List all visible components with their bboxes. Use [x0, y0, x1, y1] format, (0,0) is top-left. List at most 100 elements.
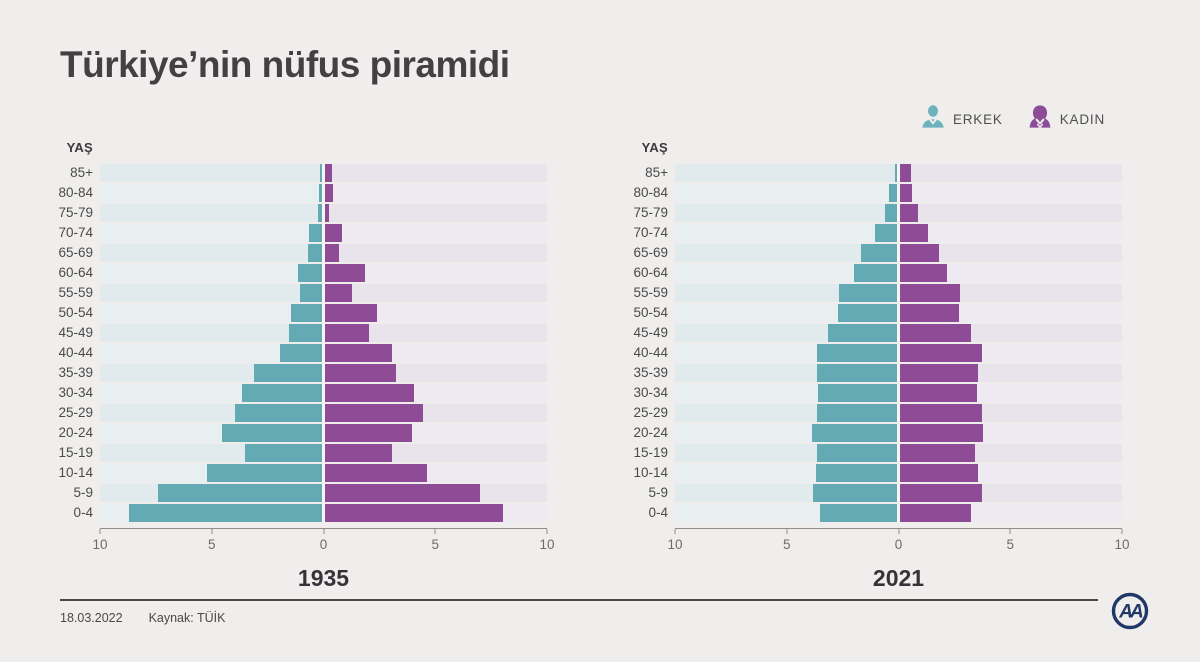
female-side-stripe — [325, 224, 547, 242]
male-bar — [874, 224, 897, 242]
center-divider — [322, 264, 325, 282]
age-group-label: 25-29 — [633, 405, 668, 420]
legend-item-female: KADIN — [1027, 104, 1105, 135]
axis-tick-label: 10 — [92, 537, 108, 552]
y-axis-title: YAŞ — [66, 140, 93, 155]
pyramid-chart-2021: YAŞ 85+ 80-84 75-79 70-74 65-69 60-64 55-59 50-… — [631, 140, 1129, 592]
male-side-stripe — [100, 404, 322, 422]
male-side-stripe — [675, 364, 897, 382]
male-bar — [245, 444, 322, 462]
pyramid-row: 55-59 — [631, 284, 1122, 304]
male-bar — [157, 484, 322, 502]
female-side-stripe — [325, 344, 547, 362]
male-side-stripe — [100, 304, 322, 322]
pyramid-row: 25-29 — [631, 404, 1122, 424]
male-side-stripe — [100, 344, 322, 362]
male-side-stripe — [100, 364, 322, 382]
male-bar — [318, 184, 322, 202]
male-bar — [853, 264, 897, 282]
pyramid-row: 0-4 — [631, 504, 1122, 524]
female-bar — [900, 444, 976, 462]
male-side-stripe — [675, 284, 897, 302]
pyramid-row: 40-44 — [56, 344, 547, 364]
male-side-stripe — [675, 424, 897, 442]
center-divider — [897, 184, 900, 202]
male-side-stripe — [100, 444, 322, 462]
chart-year-label: 2021 — [872, 565, 925, 591]
age-group-label: 45-49 — [58, 325, 93, 340]
axis-tick — [1009, 529, 1011, 534]
male-side-stripe — [675, 384, 897, 402]
female-side-stripe — [900, 344, 1122, 362]
svg-text:AA: AA — [1118, 602, 1143, 623]
male-side-stripe — [100, 284, 322, 302]
center-divider — [897, 444, 900, 462]
male-side-stripe — [675, 404, 897, 422]
male-bar — [894, 164, 897, 182]
female-bar — [900, 344, 983, 362]
female-side-stripe — [325, 364, 547, 382]
female-bar — [325, 324, 370, 342]
pyramid-row: 0-4 — [56, 504, 547, 524]
pyramid-rows: 85+ 80-84 75-79 70-74 65-69 60-64 55-59 50-54 45… — [631, 164, 1122, 524]
age-group-label: 65-69 — [58, 245, 93, 260]
center-divider — [897, 304, 900, 322]
pyramid-row: 50-54 — [631, 304, 1122, 324]
male-bar — [828, 324, 897, 342]
axis-tick-label: 0 — [319, 537, 328, 552]
male-bar — [128, 504, 322, 522]
female-side-stripe — [325, 484, 547, 502]
pyramid-row: 70-74 — [631, 224, 1122, 244]
female-side-stripe — [325, 444, 547, 462]
center-divider — [322, 224, 325, 242]
male-side-stripe — [675, 224, 897, 242]
age-group-label: 75-79 — [633, 205, 668, 220]
male-bar — [820, 504, 897, 522]
age-group-label: 30-34 — [58, 385, 93, 400]
male-side-stripe — [100, 324, 322, 342]
female-side-stripe — [325, 264, 547, 282]
female-bar — [325, 464, 428, 482]
axis-tick-label: 10 — [539, 537, 555, 552]
pyramid-row: 35-39 — [56, 364, 547, 384]
pyramid-row: 10-14 — [56, 464, 547, 484]
age-group-label: 0-4 — [73, 505, 93, 520]
female-bar — [900, 264, 947, 282]
male-side-stripe — [100, 504, 322, 522]
axis-tick — [211, 529, 213, 534]
female-side-stripe — [900, 244, 1122, 262]
pyramid-row: 20-24 — [631, 424, 1122, 444]
female-bar — [900, 504, 972, 522]
axis-tick-label: 10 — [1114, 537, 1130, 552]
pyramid-row: 40-44 — [631, 344, 1122, 364]
pyramid-row: 30-34 — [631, 384, 1122, 404]
female-bar — [325, 184, 333, 202]
male-side-stripe — [100, 424, 322, 442]
center-divider — [322, 384, 325, 402]
female-bar — [325, 504, 503, 522]
center-divider — [322, 364, 325, 382]
center-divider — [897, 264, 900, 282]
male-bar — [818, 384, 897, 402]
female-bar — [900, 304, 959, 322]
axis-tick — [99, 529, 101, 534]
age-group-label: 75-79 — [58, 205, 93, 220]
age-group-label: 65-69 — [633, 245, 668, 260]
axis-tick-label: 5 — [431, 537, 440, 552]
female-side-stripe — [325, 184, 547, 202]
pyramid-chart-1935: YAŞ 85+ 80-84 75-79 70-74 65-69 60-64 55-59 50-… — [56, 140, 554, 592]
center-divider — [897, 164, 900, 182]
x-axis-tick-labels: 10 5 0 5 10 — [92, 537, 554, 554]
pyramid-row: 75-79 — [56, 204, 547, 224]
center-divider — [322, 484, 325, 502]
age-group-label: 20-24 — [633, 425, 668, 440]
age-group-label: 10-14 — [58, 465, 93, 480]
male-bar — [307, 244, 322, 262]
axis-tick-label: 5 — [207, 537, 216, 552]
center-divider — [897, 224, 900, 242]
female-bar — [325, 424, 412, 442]
center-divider — [897, 504, 900, 522]
age-group-label: 0-4 — [648, 505, 668, 520]
female-side-stripe — [900, 324, 1122, 342]
female-side-stripe — [325, 284, 547, 302]
